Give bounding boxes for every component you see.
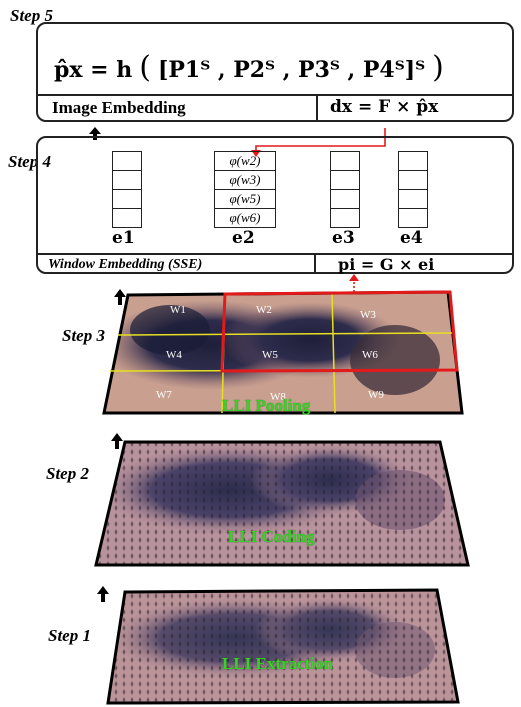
step3-label: Step 3 [62, 326, 105, 345]
step4-divider-v [314, 253, 316, 272]
phi-cell: φ(w3) [214, 171, 276, 190]
embedding-column-e3 [330, 151, 360, 228]
step5-label: Step 5 [10, 6, 53, 25]
up-arrow-icon [97, 586, 109, 602]
step2-label: Step 2 [46, 464, 89, 483]
window-w6: W6 [362, 349, 378, 361]
lli-extraction-caption: LLI Extraction [222, 654, 333, 673]
step5-divider-h [38, 94, 512, 96]
step4-divider-h [38, 253, 512, 255]
window-w2: W2 [256, 304, 272, 316]
embedding-column-e4 [398, 151, 428, 228]
window-embedding-label: Window Embedding (SSE) [48, 257, 203, 272]
up-arrow-icon [111, 433, 123, 449]
window-embedding-box: Window Embedding (SSE) pi = G × ei [36, 136, 514, 274]
window-w3: W3 [360, 309, 376, 321]
column-label-e1: e1 [112, 228, 135, 248]
step5-divider-v [316, 94, 318, 120]
embedding-column-e1 [112, 151, 142, 228]
window-w4: W4 [166, 349, 182, 361]
phi-cell: φ(w6) [214, 209, 276, 228]
column-label-e3: e3 [332, 228, 355, 248]
image-embedding-box: p̂x = h ( [P1ᵀ , P2ᵀ , P3ᵀ , P4ᵀ]ᵀ ) Ima… [36, 22, 514, 122]
step4-label: Step 4 [8, 152, 51, 171]
step5-formula-lhs: p̂x = h [54, 57, 133, 83]
lli-coding-caption: LLI Coding [228, 527, 315, 546]
step4-formula-p: pi = G × ei [338, 255, 435, 274]
window-w8: W8 [270, 391, 286, 403]
up-arrow-icon [114, 289, 126, 305]
window-w7: W7 [156, 389, 172, 401]
lli-pooling-caption: LLI Pooling [222, 396, 311, 415]
window-w9: W9 [368, 389, 384, 401]
step5-formula-args: [P1ᵀ , P2ᵀ , P3ᵀ , P4ᵀ]ᵀ [157, 57, 426, 83]
phi-cell: φ(w5) [214, 190, 276, 209]
embedding-column-e2: φ(w2) φ(w3) φ(w5) φ(w6) [214, 151, 276, 228]
window-w5: W5 [262, 349, 278, 361]
step5-formula-d: dx = F × p̂x [330, 97, 439, 117]
column-label-e2: e2 [232, 228, 255, 248]
step1-label: Step 1 [48, 626, 91, 645]
step5-formula: p̂x = h ( [P1ᵀ , P2ᵀ , P3ᵀ , P4ᵀ]ᵀ ) [54, 50, 444, 85]
window-w1: W1 [170, 304, 186, 316]
phi-cell: φ(w2) [214, 151, 276, 171]
image-embedding-label: Image Embedding [52, 98, 186, 117]
column-label-e4: e4 [400, 228, 423, 248]
up-arrow-icon [89, 127, 101, 140]
